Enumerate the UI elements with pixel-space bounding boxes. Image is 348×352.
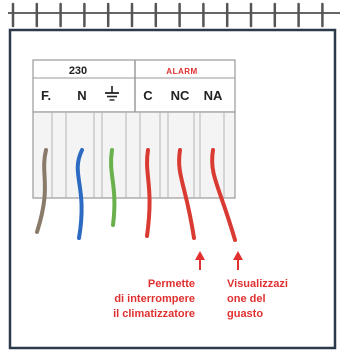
group-label-230: 230	[69, 65, 87, 77]
wire-nc	[177, 148, 196, 240]
arrow-na	[233, 251, 243, 270]
wire-f	[35, 148, 48, 234]
terminal-label-na: NA	[204, 88, 223, 103]
ground-icon	[105, 86, 119, 101]
terminal-label-n: N	[77, 88, 86, 103]
terminal-label-nc: NC	[171, 88, 190, 103]
arrow-nc	[195, 251, 205, 270]
note-nc-line-2: di interrompere	[114, 293, 195, 305]
wire-pe	[109, 148, 117, 227]
group-label-alarm: ALARM	[166, 67, 197, 76]
notepad-rings	[8, 2, 340, 28]
wire-n	[75, 148, 84, 240]
note-nc: Permette di interrompere il climatizzato…	[113, 278, 195, 320]
note-nc-line-1: Permette	[148, 278, 195, 290]
terminal-block	[32, 59, 236, 199]
wires	[35, 148, 237, 242]
wire-c	[145, 148, 152, 238]
wire-na	[210, 148, 237, 242]
note-na-line-1: Visualizzazi	[227, 278, 288, 290]
terminal-label-f: F.	[41, 88, 51, 103]
note-na-line-2: one del	[227, 293, 266, 305]
note-na: Visualizzazi one del guasto	[227, 278, 288, 320]
note-nc-line-3: il climatizzatore	[113, 308, 195, 320]
terminal-label-c: C	[143, 88, 153, 103]
note-na-line-3: guasto	[227, 308, 263, 320]
